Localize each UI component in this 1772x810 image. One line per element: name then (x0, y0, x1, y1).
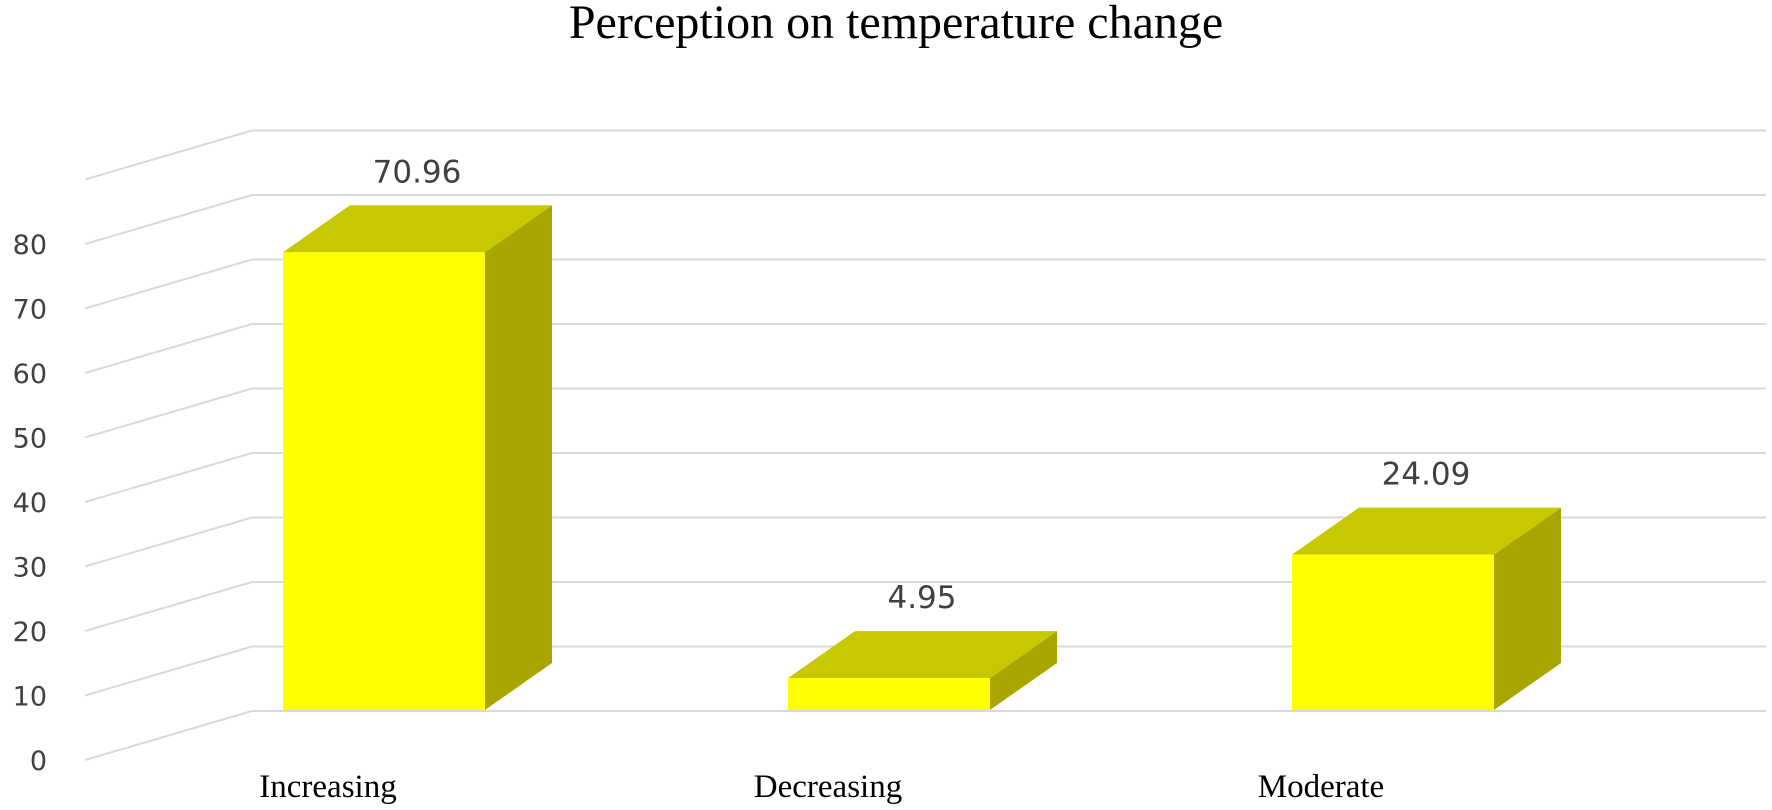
chart-title: Perception on temperature change (569, 0, 1223, 49)
gridline-diagonal (84, 516, 253, 568)
y-tick-label: 80 (13, 230, 47, 261)
data-label-moderate: 24.09 (1382, 457, 1471, 493)
y-tick-label: 0 (30, 746, 47, 777)
x-axis-categories: Increasing Decreasing Moderate (259, 769, 1384, 805)
category-label-moderate: Moderate (1258, 769, 1384, 805)
bar-top-moderate (1292, 507, 1561, 555)
y-tick-label: 30 (13, 553, 47, 584)
y-tick-label: 60 (13, 359, 47, 390)
y-tick-label: 70 (13, 295, 47, 326)
bar-top-increasing (283, 205, 552, 253)
gridline-diagonal (84, 129, 253, 181)
gridline-diagonal (84, 452, 253, 503)
bars (283, 205, 1561, 711)
gridline-diagonal (84, 645, 253, 697)
bar-increasing (283, 252, 485, 711)
data-label-increasing: 70.96 (373, 154, 462, 190)
category-label-decreasing: Decreasing (754, 769, 902, 805)
bar-side-decreasing (990, 631, 1057, 710)
data-labels: 70.96 4.95 24.09 (373, 154, 1471, 616)
data-label-decreasing: 4.95 (887, 580, 956, 616)
bar-top-decreasing (788, 631, 1057, 679)
gridline-diagonal (84, 387, 253, 439)
y-tick-label: 10 (13, 682, 47, 713)
gridline-diagonal (84, 194, 253, 245)
bar-decreasing (788, 678, 990, 710)
bar-side-moderate (1494, 507, 1561, 710)
gridline-diagonal (84, 258, 253, 310)
y-tick-label: 50 (13, 424, 47, 455)
bar-moderate (1292, 554, 1494, 710)
gridline-diagonal (84, 710, 253, 761)
bar-side-increasing (485, 205, 552, 711)
y-axis-ticks: 0 10 20 30 40 50 60 70 80 (13, 230, 47, 777)
gridline-diagonal (84, 323, 253, 374)
gridline-diagonal (84, 581, 253, 632)
category-label-increasing: Increasing (259, 769, 396, 805)
y-tick-label: 40 (13, 488, 47, 519)
y-tick-label: 20 (13, 617, 47, 648)
